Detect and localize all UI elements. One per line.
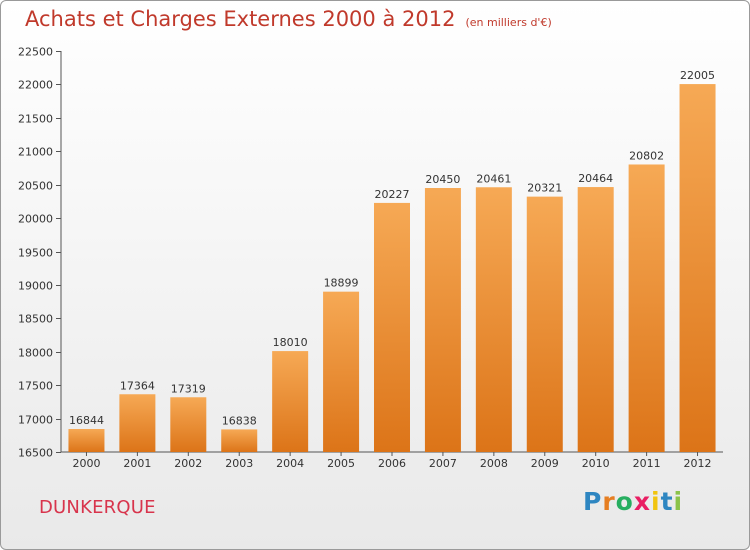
bar-value-label: 16844 [69,414,104,427]
y-tick-label: 21500 [18,113,53,126]
x-tick-label: 2001 [123,457,151,470]
y-tick-label: 17000 [18,414,53,427]
bar [577,187,614,452]
bar-value-label: 17364 [120,379,155,392]
chart-bars [68,84,716,453]
logo-letter: o [615,487,634,516]
x-tick-label: 2010 [582,457,610,470]
bar-value-label: 18899 [324,277,359,290]
bar-value-label: 18010 [273,336,308,349]
bar-value-label: 16838 [222,414,257,427]
bar-value-label: 20227 [375,188,410,201]
chart-axes: 16500 17000 17500 18000 18500 19000 19500 20000… [18,46,723,460]
logo-letter: P [583,487,603,516]
bar-value-label: 22005 [680,69,715,82]
bar [323,291,360,452]
logo-letter: t [660,487,674,516]
x-tick-label: 2008 [480,457,508,470]
y-tick-label: 20000 [18,213,53,226]
chart-subtitle: (en milliers d'€) [465,16,552,29]
bar [424,188,461,452]
bar [170,397,207,452]
y-tick-label: 19500 [18,247,53,260]
logo-letter: r [602,487,616,516]
x-tick-label: 2006 [378,457,406,470]
x-tick-label: 2002 [174,457,202,470]
x-tick-label: 2012 [684,457,712,470]
y-tick-label: 22500 [18,46,53,59]
y-tick-label: 22000 [18,79,53,92]
bar [221,429,258,452]
y-tick-label: 17500 [18,380,53,393]
bar-value-label: 20321 [527,182,562,195]
chart-labels: 16844 2000 17364 2001 17319 2002 16838 2003 1801… [69,69,715,470]
x-tick-label: 2003 [225,457,253,470]
bar [272,351,309,452]
chart-title: Achats et Charges Externes 2000 à 2012 (e… [25,7,552,31]
y-tick-label: 21000 [18,146,53,159]
bar [526,196,563,452]
bar-value-label: 20464 [578,172,613,185]
bar [628,164,665,452]
y-tick-label: 18500 [18,313,53,326]
logo-letter: x [633,487,651,516]
logo-letter: i [673,487,684,516]
x-tick-label: 2000 [72,457,100,470]
x-tick-label: 2009 [531,457,559,470]
bar [68,429,105,452]
logo-letter: i [651,487,661,516]
bar [374,202,410,452]
bar-value-label: 17319 [171,382,206,395]
y-tick-label: 16500 [18,447,53,460]
x-tick-label: 2004 [276,457,304,470]
proxiti-logo: Proxiti [583,487,683,516]
y-tick-label: 18000 [18,347,53,360]
bar [119,394,156,452]
bar [475,187,512,452]
bar-value-label: 20461 [476,172,511,185]
y-tick-label: 19000 [18,280,53,293]
x-tick-label: 2007 [429,457,457,470]
x-tick-label: 2011 [633,457,661,470]
chart-title-text: Achats et Charges Externes 2000 à 2012 [25,7,456,31]
bar [679,84,716,453]
bar-value-label: 20450 [425,173,460,186]
city-name: DUNKERQUE [39,497,156,518]
bar-value-label: 20802 [629,149,664,162]
x-tick-label: 2005 [327,457,355,470]
y-tick-label: 20500 [18,180,53,193]
